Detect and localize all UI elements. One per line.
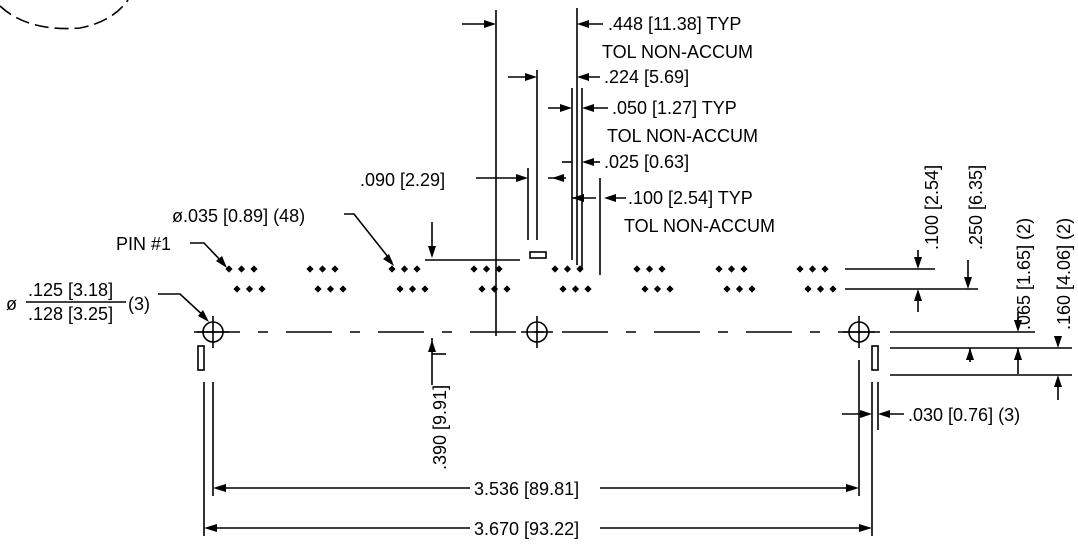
pin-hole-dot — [740, 265, 748, 273]
pin-hole-dot — [482, 265, 491, 273]
pin-hole-dot — [633, 265, 641, 273]
dim-100-vert: .100 [2.54] — [922, 165, 942, 250]
detail-circle-arc — [0, 0, 129, 30]
pin-hole-dot — [396, 285, 404, 293]
pin-hole-dot — [314, 285, 322, 293]
pin-hole-dot — [237, 265, 246, 273]
pin-hole-dot — [571, 285, 580, 293]
dim-390: .390 [9.91] — [430, 385, 450, 470]
mount-hole-right — [843, 316, 875, 348]
pin-array — [225, 265, 837, 293]
pin-hole-dot — [748, 285, 756, 293]
mount-hole-center — [521, 316, 553, 348]
pin-hole-dot — [551, 265, 559, 273]
pin-hole-dot — [821, 265, 829, 273]
pin-hole-dot — [559, 285, 567, 293]
pin-hole-dot — [388, 265, 396, 273]
pin-hole-dot — [490, 285, 499, 293]
dim-250: .250 [6.35] — [966, 165, 986, 250]
pin-hole-dot — [233, 285, 241, 293]
pin-hole-dot — [470, 265, 478, 273]
dim-pitch-tol: TOL NON-ACCUM — [602, 42, 753, 62]
slot-right — [871, 345, 879, 371]
slot-left — [197, 345, 205, 371]
dim-span-outer: 3.670 [93.22] — [474, 519, 579, 539]
dim-half-pitch: .224 [5.69] — [604, 67, 689, 87]
dim-mount-qty: (3) — [128, 294, 150, 314]
pin-hole-dot — [225, 265, 233, 273]
pin-hole-dot — [715, 265, 723, 273]
dim-offset-090: .090 [2.29] — [360, 170, 445, 190]
pin-hole-dot — [331, 265, 339, 273]
pin-hole-dot — [478, 285, 486, 293]
dim-pin-pitch-typ: .050 [1.27] TYP — [612, 98, 737, 118]
pin-hole-dot — [413, 265, 421, 273]
dim-row-pitch-tol: TOL NON-ACCUM — [624, 216, 775, 236]
mount-hole-left — [197, 316, 229, 348]
dim-mount-bottom: .128 [3.25] — [28, 304, 113, 324]
pin-hole-dot — [318, 265, 327, 273]
dim-pitch-typ: .448 [11.38] TYP — [608, 14, 741, 34]
dim-row-pitch-typ: .100 [2.54] TYP — [628, 188, 753, 208]
pin-hole-dot — [641, 285, 649, 293]
pin-hole-dot — [658, 265, 666, 273]
pin-hole-dot — [816, 285, 825, 293]
pin-hole-dot — [245, 285, 254, 293]
pin-hole-dot — [645, 265, 654, 273]
pin-hole-dot — [421, 285, 429, 293]
pin-hole-dot — [829, 285, 837, 293]
pin-hole-dot — [653, 285, 662, 293]
pin-hole-dot — [503, 285, 511, 293]
pin-hole-dot — [400, 265, 409, 273]
pin-hole-dot — [723, 285, 731, 293]
dim-mount-top: .125 [3.18] — [28, 280, 113, 300]
pin-hole-dot — [727, 265, 736, 273]
pin-hole-dot — [339, 285, 347, 293]
pin-hole-dot — [735, 285, 744, 293]
pin-hole-dot — [796, 265, 804, 273]
dim-half-pin-pitch: .025 [0.63] — [604, 152, 689, 172]
pin-hole-dot — [584, 285, 592, 293]
pin-hole-dot — [326, 285, 335, 293]
dim-slot-width: .030 [0.76] (3) — [908, 405, 1020, 425]
keying-pad — [529, 251, 547, 259]
pin-hole-dot — [666, 285, 674, 293]
dim-160: .160 [4.06] (2) — [1054, 218, 1074, 330]
pin-hole-dot — [563, 265, 572, 273]
pin-hole-dot — [258, 285, 266, 293]
pin-hole-dot — [408, 285, 417, 293]
dim-pin-pitch-tol: TOL NON-ACCUM — [607, 126, 758, 146]
dim-span-inner: 3.536 [89.81] — [474, 479, 579, 499]
pin-hole-dot — [808, 265, 817, 273]
dim-065: .065 [1.65] (2) — [1014, 218, 1034, 330]
dim-mount-phi: ø — [6, 294, 17, 314]
pin-hole-dot — [804, 285, 812, 293]
pin-hole-dot — [306, 265, 314, 273]
dim-pin-hole: ø.035 [0.89] (48) — [172, 206, 305, 226]
pin-hole-dot — [250, 265, 258, 273]
label-pin1: PIN #1 — [116, 234, 171, 254]
